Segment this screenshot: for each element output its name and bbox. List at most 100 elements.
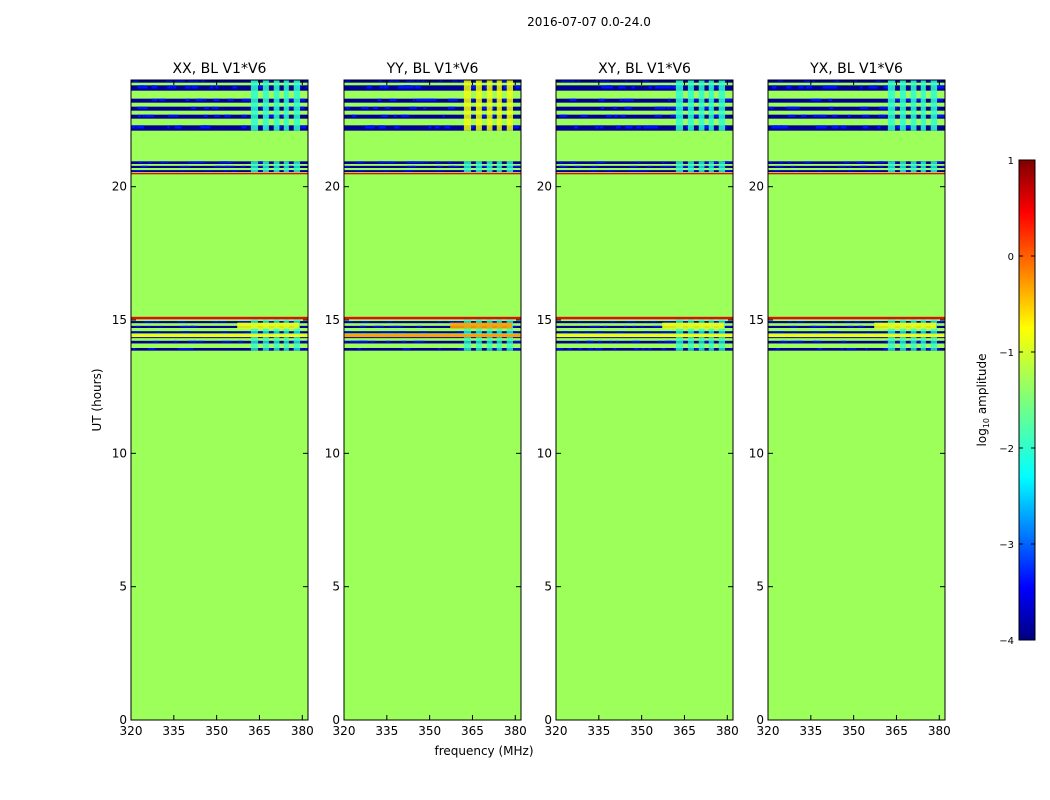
x-tick-label: 320 — [545, 724, 568, 738]
band-speckle — [617, 331, 624, 333]
band-speckle — [191, 325, 198, 328]
flagged-band — [556, 85, 733, 91]
band-speckle — [666, 106, 670, 110]
axes-frame — [343, 79, 522, 721]
rfi-channel — [262, 80, 269, 131]
band-speckle — [231, 165, 235, 168]
band-speckle — [663, 340, 672, 343]
heatmap-background — [344, 80, 521, 720]
band-speckle — [380, 114, 389, 118]
band-speckle — [722, 321, 728, 323]
band-speckle — [419, 331, 425, 333]
band-speckle — [810, 98, 817, 102]
band-speckle — [416, 325, 422, 328]
rfi-channel — [675, 317, 684, 351]
band-speckle — [186, 165, 190, 168]
band-speckle — [599, 80, 607, 82]
band-speckle — [378, 161, 383, 163]
band-speckle — [178, 348, 186, 350]
flagged-band — [344, 85, 521, 91]
flagged-band — [556, 114, 733, 119]
band-speckle — [231, 170, 238, 172]
band-speckle — [606, 80, 611, 82]
band-speckle — [167, 85, 173, 89]
band-speckle — [944, 340, 945, 343]
band-speckle — [300, 125, 307, 129]
strong-line — [344, 316, 521, 320]
flagged-band — [344, 80, 521, 83]
x-tick-label: 320 — [333, 724, 356, 738]
band-speckle — [386, 340, 391, 343]
band-speckle — [378, 80, 383, 82]
band-speckle — [175, 80, 180, 82]
flagged-band — [768, 331, 945, 334]
rfi-channel — [899, 161, 906, 172]
rfi-channel — [475, 317, 482, 351]
y-tick-label: 15 — [112, 313, 127, 327]
band-speckle — [203, 114, 208, 118]
band-speckle — [188, 340, 195, 343]
band-speckle — [600, 125, 604, 129]
band-speckle — [435, 161, 439, 163]
band-speckle — [640, 325, 644, 328]
band-speckle — [856, 321, 861, 323]
band-speckle — [455, 321, 463, 323]
band-speckle — [832, 321, 836, 323]
band-speckle — [143, 106, 148, 110]
band-speckle — [858, 325, 863, 328]
band-speckle — [789, 325, 796, 328]
band-speckle — [290, 321, 294, 323]
band-speckle — [703, 80, 712, 82]
band-speckle — [874, 321, 883, 323]
band-speckle — [435, 125, 440, 129]
band-speckle — [197, 161, 205, 163]
band-speckle — [788, 114, 796, 118]
band-speckle — [223, 170, 228, 172]
band-speckle — [815, 125, 821, 129]
band-speckle — [670, 106, 676, 110]
band-speckle — [435, 170, 442, 172]
band-speckle — [184, 325, 189, 328]
band-speckle — [878, 114, 887, 118]
strong-line — [344, 334, 521, 338]
band-speckle — [856, 161, 864, 163]
band-speckle — [224, 340, 232, 343]
band-speckle — [616, 340, 619, 343]
band-speckle — [153, 340, 159, 343]
band-speckle — [813, 340, 822, 343]
band-speckle — [630, 165, 633, 168]
rfi-channel — [262, 161, 269, 172]
panel-yy: YY, BL V1*V6 320 335 350 365 380 0 5 10 15 20 — [325, 61, 527, 738]
strong-line — [556, 316, 733, 320]
band-speckle — [344, 331, 352, 333]
heatmap-image — [768, 80, 945, 720]
band-speckle — [598, 98, 602, 102]
band-speckle — [214, 114, 220, 118]
x-tick-label: 350 — [205, 724, 228, 738]
band-speckle — [257, 161, 263, 163]
band-speckle — [421, 80, 425, 82]
band-speckle — [664, 321, 667, 323]
flagged-band — [344, 331, 521, 334]
band-speckle — [935, 161, 942, 163]
band-speckle — [722, 170, 731, 172]
rfi-channel — [718, 80, 726, 131]
band-speckle — [576, 80, 581, 82]
band-speckle — [258, 331, 262, 333]
rfi-channel — [698, 317, 705, 351]
band-speckle — [406, 165, 415, 168]
band-speckle — [637, 161, 641, 163]
y-tick-label: 5 — [332, 580, 340, 594]
band-speckle — [194, 340, 197, 343]
band-speckle — [383, 85, 389, 89]
band-speckle — [242, 165, 246, 168]
band-speckle — [770, 321, 773, 323]
rfi-channel — [293, 161, 301, 172]
band-speckle — [173, 340, 178, 343]
band-speckle — [510, 170, 518, 172]
band-speckle — [490, 114, 495, 118]
band-speckle — [658, 340, 662, 343]
band-speckle — [847, 114, 851, 118]
y-tick-label: 0 — [756, 713, 764, 727]
band-speckle — [937, 321, 945, 323]
